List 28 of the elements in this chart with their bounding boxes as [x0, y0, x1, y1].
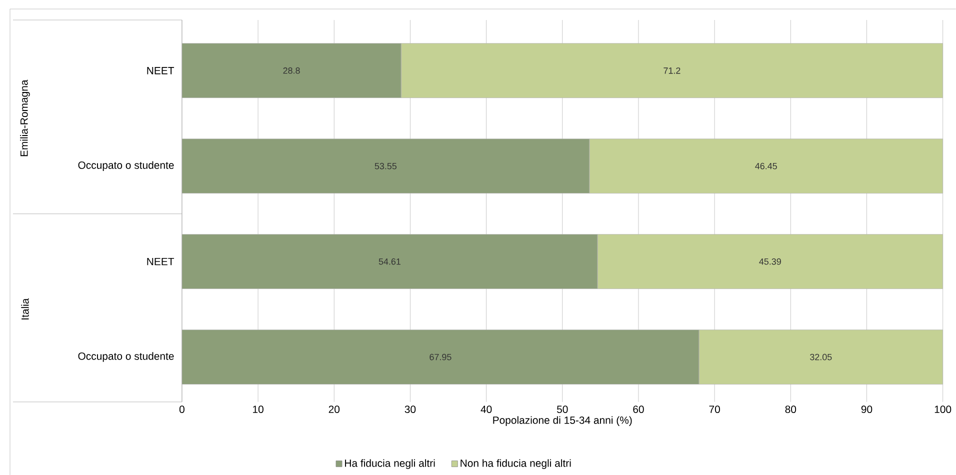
x-tick-label: 90 [861, 406, 872, 413]
data-label: 54.61 [378, 258, 400, 265]
x-tick-label: 20 [328, 406, 340, 413]
x-tick-label: 40 [480, 406, 492, 413]
y-tick-label: Occupato o studente [78, 161, 174, 171]
y-tick-label: Occupato o studente [78, 352, 174, 362]
x-tick-label: 70 [709, 406, 720, 413]
x-tick-label: 100 [934, 406, 952, 413]
data-label: 32.05 [810, 354, 832, 360]
text: Italia [21, 298, 29, 320]
x-tick-label: 80 [785, 406, 796, 413]
data-label: 71.2 [664, 67, 680, 74]
text: Emilia-Romagna [20, 80, 30, 156]
data-label: 28.8 [283, 67, 300, 74]
x-tick-label: 60 [633, 406, 644, 413]
x-tick-label: 0 [179, 406, 184, 413]
legend-label: Non ha fiducia negli altri [460, 459, 571, 469]
data-label: 46.45 [755, 162, 777, 170]
y-tick-label: NEET [147, 66, 174, 74]
legend-label: Ha fiducia negli altri [345, 459, 435, 469]
data-label: 67.95 [430, 354, 452, 360]
x-tick-label: 30 [404, 406, 416, 413]
x-axis-title: Popolazione di 15-34 anni (%) [493, 416, 632, 426]
x-tick-label: 10 [253, 406, 264, 413]
x-tick-label: 50 [557, 406, 568, 413]
data-label: 53.55 [374, 162, 397, 170]
y-tick-label: NEET [147, 258, 174, 266]
data-label: 45.39 [759, 258, 781, 265]
